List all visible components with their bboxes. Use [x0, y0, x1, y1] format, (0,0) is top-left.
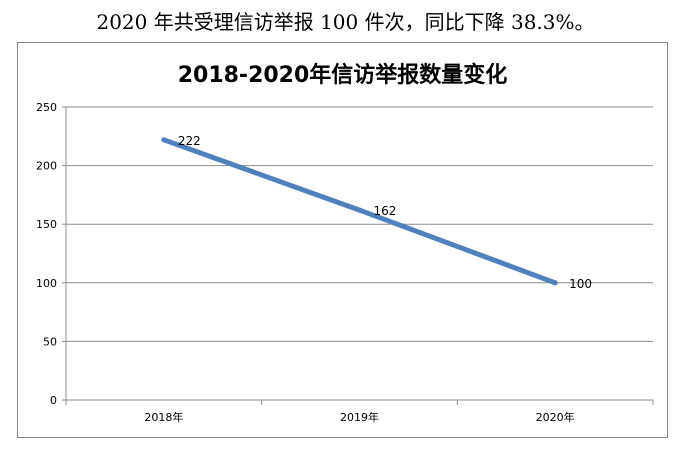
y-tick-label-250: 250 — [36, 101, 57, 114]
y-tick-label-0: 0 — [50, 394, 57, 407]
line-chart: 0 50 100 150 200 250 2018年 2019年 2020年 222 162 100 — [36, 101, 654, 424]
data-label-0: 222 — [178, 134, 201, 148]
x-tick-label-2: 2020年 — [536, 410, 575, 424]
data-label-1: 162 — [374, 204, 397, 218]
chart-title: 2018-2020年信访举报数量变化 — [177, 63, 508, 88]
data-point-2 — [552, 280, 558, 286]
data-point-0 — [161, 137, 167, 143]
y-tick-label-200: 200 — [36, 160, 57, 173]
y-tick-label-50: 50 — [43, 335, 57, 348]
chart-frame: 2018-2020年信访举报数量变化 0 50 100 150 200 250 2018年 2… — [17, 42, 668, 438]
y-tick-label-100: 100 — [36, 277, 57, 290]
x-tick-label-1: 2019年 — [340, 410, 379, 424]
x-tick-label-0: 2018年 — [144, 410, 183, 424]
data-point-1 — [357, 207, 362, 213]
page-caption: 2020 年共受理信访举报 100 件次，同比下降 38.3%。 — [96, 10, 595, 34]
y-tick-label-150: 150 — [36, 218, 57, 231]
data-label-2: 100 — [569, 277, 592, 291]
